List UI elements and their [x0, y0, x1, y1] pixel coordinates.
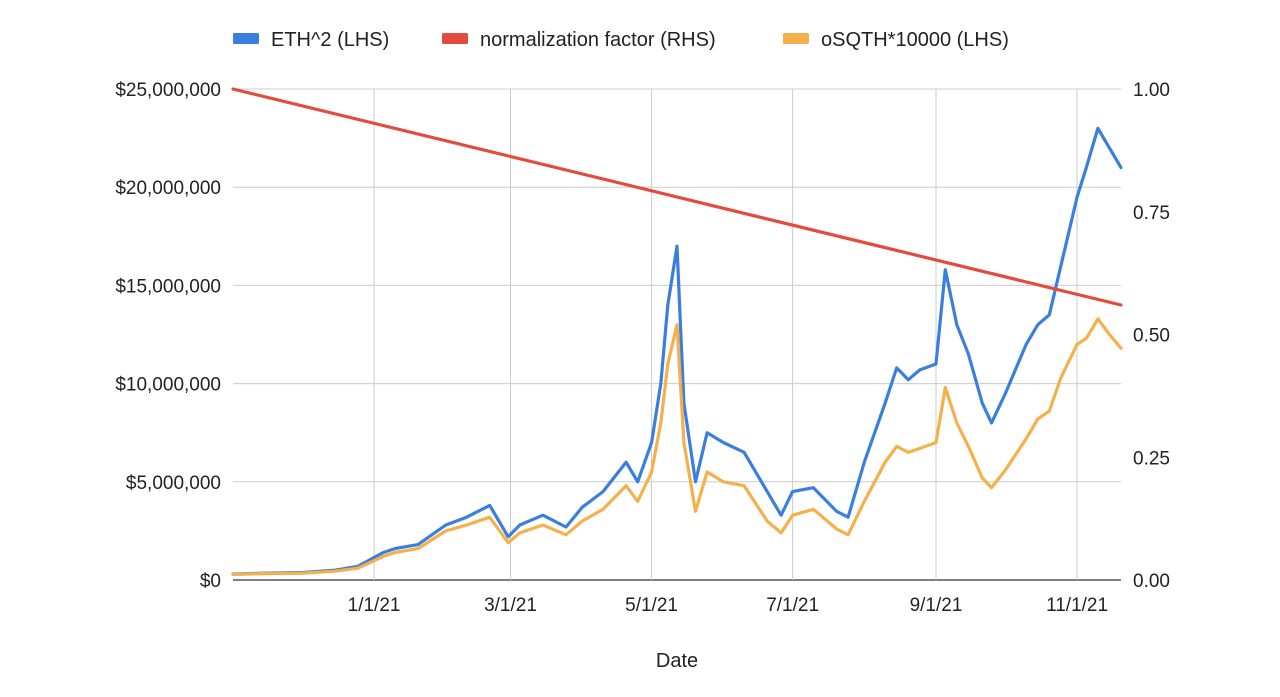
- y-right-tick-label: 0.00: [1133, 571, 1170, 592]
- x-tick-label: 9/1/21: [910, 595, 963, 616]
- y-right-tick-label: 0.25: [1133, 448, 1170, 469]
- y-left-tick-label: $5,000,000: [126, 473, 221, 494]
- series-line-2: [231, 317, 1123, 577]
- series-lines: [231, 87, 1123, 577]
- x-tick-label: 1/1/21: [348, 595, 401, 616]
- axes: $0 $5,000,000 $10,000,000 $15,000,000 $20,00…: [115, 80, 1170, 616]
- x-tick-label: 5/1/21: [625, 595, 678, 616]
- legend-label: ETH^2 (LHS): [271, 29, 389, 51]
- y-left-tick-label: $10,000,000: [115, 375, 221, 396]
- x-axis-title: Date: [656, 650, 698, 672]
- x-tick-label: 7/1/21: [766, 595, 819, 616]
- legend-swatch: [233, 33, 259, 44]
- y-left-tick-label: $15,000,000: [115, 276, 221, 297]
- series-line-1: [231, 87, 1123, 307]
- y-left-tick-label: $20,000,000: [115, 178, 221, 199]
- y-left-tick-label: $0: [200, 571, 221, 592]
- x-tick-label: 3/1/21: [484, 595, 537, 616]
- legend-swatch: [442, 33, 468, 44]
- legend-swatch: [783, 33, 809, 44]
- x-tick-label: 11/1/21: [1046, 595, 1108, 616]
- legend: ETH^2 (LHS) normalization factor (RHS) oSQ…: [233, 29, 1009, 51]
- grid: [233, 88, 1121, 581]
- y-left-tick-label: $25,000,000: [115, 80, 221, 101]
- y-right-tick-label: 0.75: [1133, 203, 1170, 224]
- y-right-tick-label: 1.00: [1133, 80, 1170, 101]
- y-right-tick-label: 0.50: [1133, 326, 1170, 347]
- series-line-0: [231, 126, 1123, 576]
- legend-label: oSQTH*10000 (LHS): [821, 29, 1009, 51]
- legend-label: normalization factor (RHS): [480, 29, 716, 51]
